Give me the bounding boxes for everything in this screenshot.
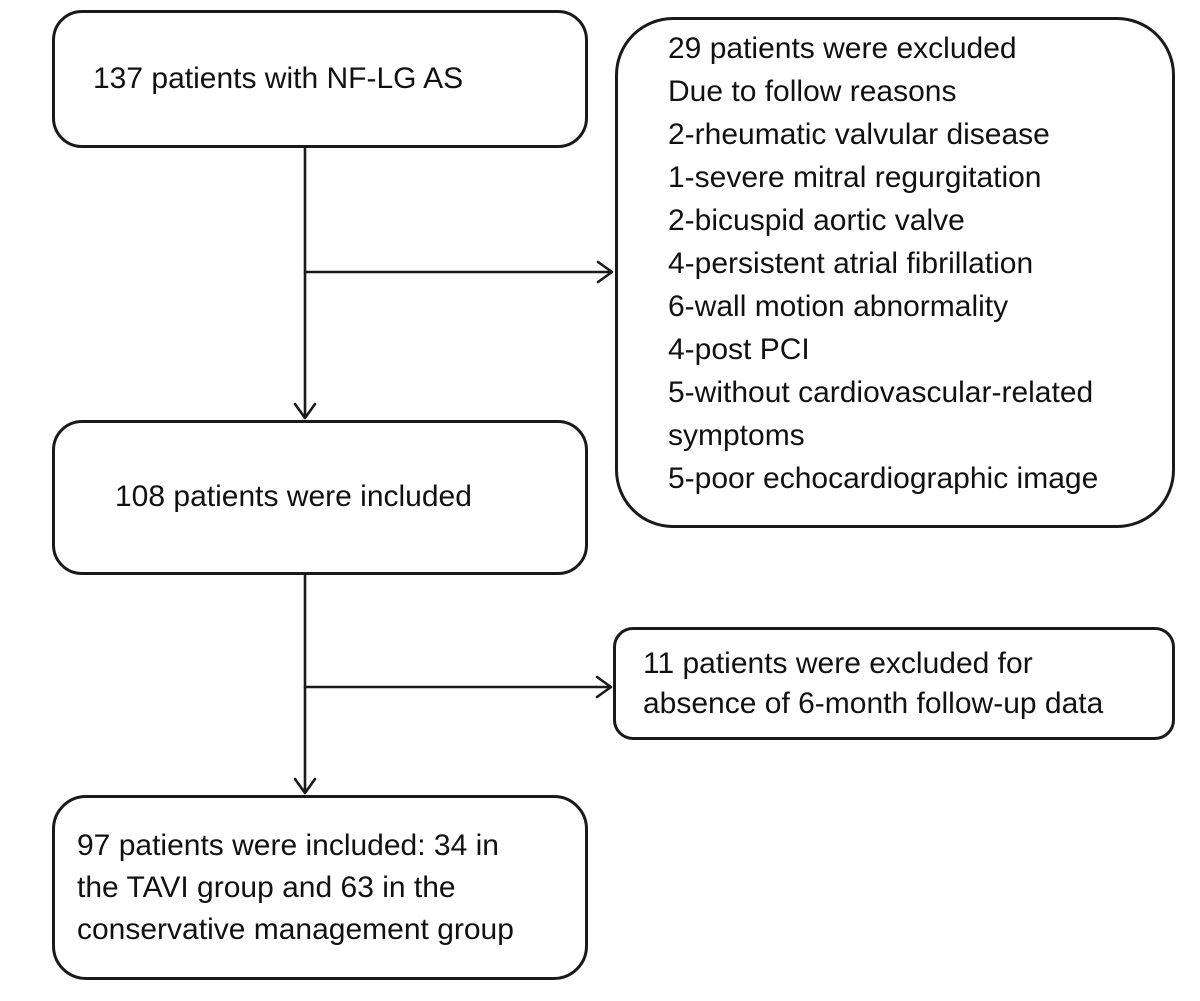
initial-cohort-text: 137 patients with NF-LG AS — [93, 61, 464, 95]
box-final-groups: 97 patients were included: 34 in the TAV… — [52, 795, 588, 980]
exclusion-reason: 4-persistent atrial fibrillation — [668, 247, 1034, 280]
exclusion-reason: 2-bicuspid aortic valve — [668, 204, 965, 237]
exclusion-reason: 2-rheumatic valvular disease — [668, 118, 1050, 151]
arrow-branch-to-excluded-29 — [303, 260, 614, 284]
excluded-followup-line: absence of 6-month follow-up data — [643, 686, 1104, 720]
exclusion-reason: 4-post PCI — [668, 333, 810, 366]
exclusion-reason: 6-wall motion abnormality — [668, 290, 1009, 323]
arrow-initial-to-108 — [293, 146, 317, 420]
arrow-108-to-final — [293, 573, 317, 795]
box-excluded-followup: 11 patients were excluded for absence of… — [613, 627, 1175, 740]
exclusion-reason: 5-without cardiovascular-related symptom… — [668, 376, 1094, 452]
excluded-followup-line: 11 patients were excluded for — [643, 646, 1033, 680]
exclusion-reason: 5-poor echocardiographic image — [668, 462, 1099, 495]
final-groups-line: 97 patients were included: 34 in — [77, 828, 499, 862]
excluded-29-header-line: Due to follow reasons — [668, 75, 957, 108]
arrow-branch-to-excluded-11 — [303, 675, 613, 699]
excluded-29-header-line: 29 patients were excluded — [668, 32, 1017, 65]
included-108-text: 108 patients were included — [115, 480, 472, 514]
box-included-108: 108 patients were included — [52, 420, 588, 575]
box-excluded-29: 29 patients were excluded Due to follow … — [615, 17, 1175, 528]
final-groups-line: the TAVI group and 63 in the — [77, 870, 456, 904]
final-groups-line: conservative management group — [77, 912, 514, 946]
box-initial-cohort: 137 patients with NF-LG AS — [52, 10, 588, 148]
exclusion-reason: 1-severe mitral regurgitation — [668, 161, 1042, 194]
